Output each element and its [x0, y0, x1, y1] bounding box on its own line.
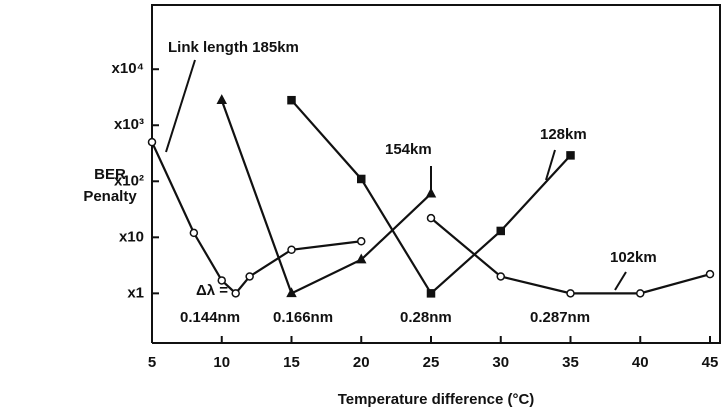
arrow [614, 271, 627, 291]
marker [496, 226, 505, 236]
marker [566, 151, 575, 160]
annotation: 0.28nm [400, 309, 452, 326]
annotation: Link length 185km [168, 39, 299, 56]
marker [357, 174, 366, 184]
y-axis-label: Penalty [83, 188, 137, 205]
marker [217, 276, 226, 285]
x-axis-label: Temperature difference (°C) [338, 391, 535, 408]
annotation: 0.166nm [273, 309, 333, 326]
plot-frame [151, 4, 721, 344]
marker [147, 137, 157, 147]
marker [245, 272, 254, 281]
marker [287, 95, 296, 105]
annotation: 102km [610, 249, 657, 266]
annotation: 0.144nm [180, 309, 240, 326]
annotation: 154km [385, 141, 432, 158]
annotation: Δλ = [196, 282, 228, 299]
series-line [220, 99, 432, 295]
marker [496, 272, 505, 281]
arrow [165, 59, 196, 153]
marker [705, 269, 715, 279]
marker [287, 245, 296, 254]
marker [357, 237, 366, 246]
series-line [151, 141, 362, 295]
marker [636, 289, 645, 298]
y-tick-label: x10³ [114, 116, 144, 133]
x-tick-label: 20 [353, 354, 370, 371]
marker [189, 228, 199, 238]
marker [566, 289, 575, 298]
x-tick-label: 25 [423, 354, 440, 371]
marker [286, 287, 297, 298]
marker [216, 94, 227, 104]
marker [425, 187, 437, 198]
x-tick-label: 30 [492, 354, 509, 371]
y-tick-label: x10 [119, 228, 144, 245]
x-tick-label: 40 [632, 354, 649, 371]
y-tick-label: x10² [114, 172, 144, 189]
marker [231, 289, 240, 298]
marker [426, 213, 436, 223]
marker [426, 289, 436, 298]
marker [356, 253, 367, 264]
x-tick-label: 45 [702, 354, 719, 371]
annotation: 0.287nm [530, 309, 590, 326]
x-tick-label: 35 [562, 354, 579, 371]
x-tick-label: 15 [283, 354, 300, 371]
arrows [165, 59, 627, 291]
y-axis-label: BER [94, 166, 126, 183]
y-tick-label: x1 [127, 284, 144, 301]
annotation: 128km [540, 126, 587, 143]
x-tick-label: 5 [148, 354, 156, 371]
y-tick-label: x10⁴ [112, 60, 144, 77]
x-tick-label: 10 [213, 354, 230, 371]
arrow [545, 149, 556, 181]
